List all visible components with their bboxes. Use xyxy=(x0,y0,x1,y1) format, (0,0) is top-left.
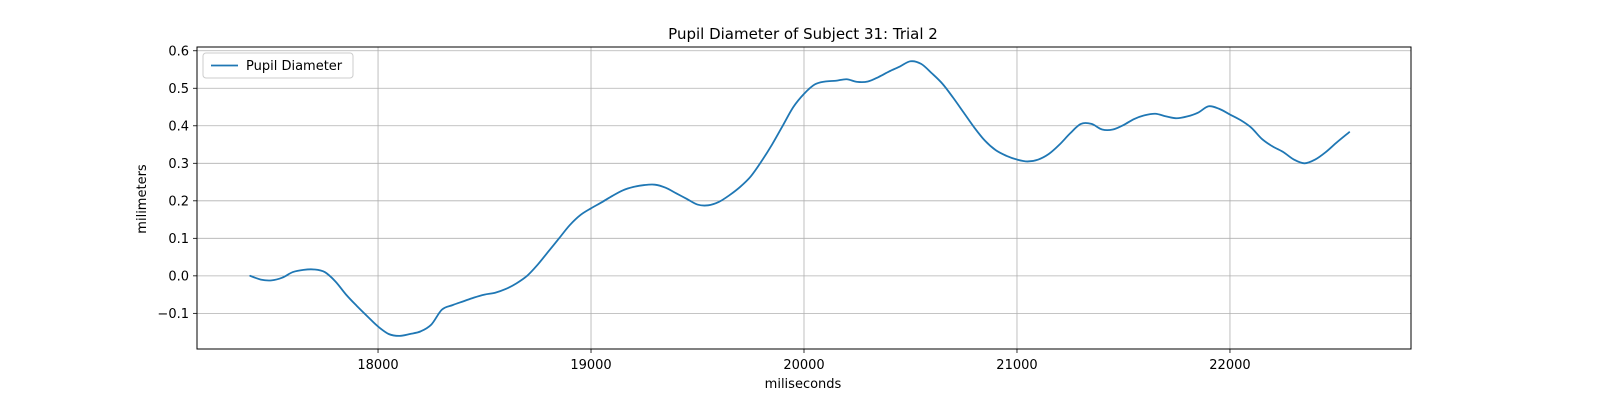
x-axis-label: miliseconds xyxy=(765,377,842,392)
grid-lines xyxy=(197,47,1411,349)
legend: Pupil Diameter xyxy=(202,52,354,79)
y-axis-label: milimeters xyxy=(135,164,150,234)
y-tick-label: 0.6 xyxy=(168,44,189,59)
x-tick-label: 19000 xyxy=(570,358,611,373)
chart-title: Pupil Diameter of Subject 31: Trial 2 xyxy=(668,25,938,43)
y-tick-label: 0.4 xyxy=(168,119,189,134)
y-tick-label: 0.1 xyxy=(168,232,189,247)
x-tick-label: 20000 xyxy=(783,358,824,373)
y-tick-label: 0.2 xyxy=(168,194,189,209)
legend-label: Pupil Diameter xyxy=(246,59,343,74)
series-line-pupil-diameter xyxy=(249,60,1351,337)
tick-marks xyxy=(193,50,1231,353)
y-tick-label: 0.5 xyxy=(168,82,189,97)
x-tick-label: 22000 xyxy=(1209,358,1250,373)
y-tick-label: 0.0 xyxy=(168,269,189,284)
x-tick-label: 18000 xyxy=(357,358,398,373)
tick-labels: 18000 19000 20000 21000 22000 −0.1 0.0 0.1 0.2 0.… xyxy=(157,44,1250,373)
y-tick-label: 0.3 xyxy=(168,157,189,172)
legend-box xyxy=(202,52,354,79)
x-tick-label: 21000 xyxy=(996,358,1037,373)
series-layer xyxy=(249,60,1351,337)
y-tick-label: −0.1 xyxy=(157,307,189,322)
